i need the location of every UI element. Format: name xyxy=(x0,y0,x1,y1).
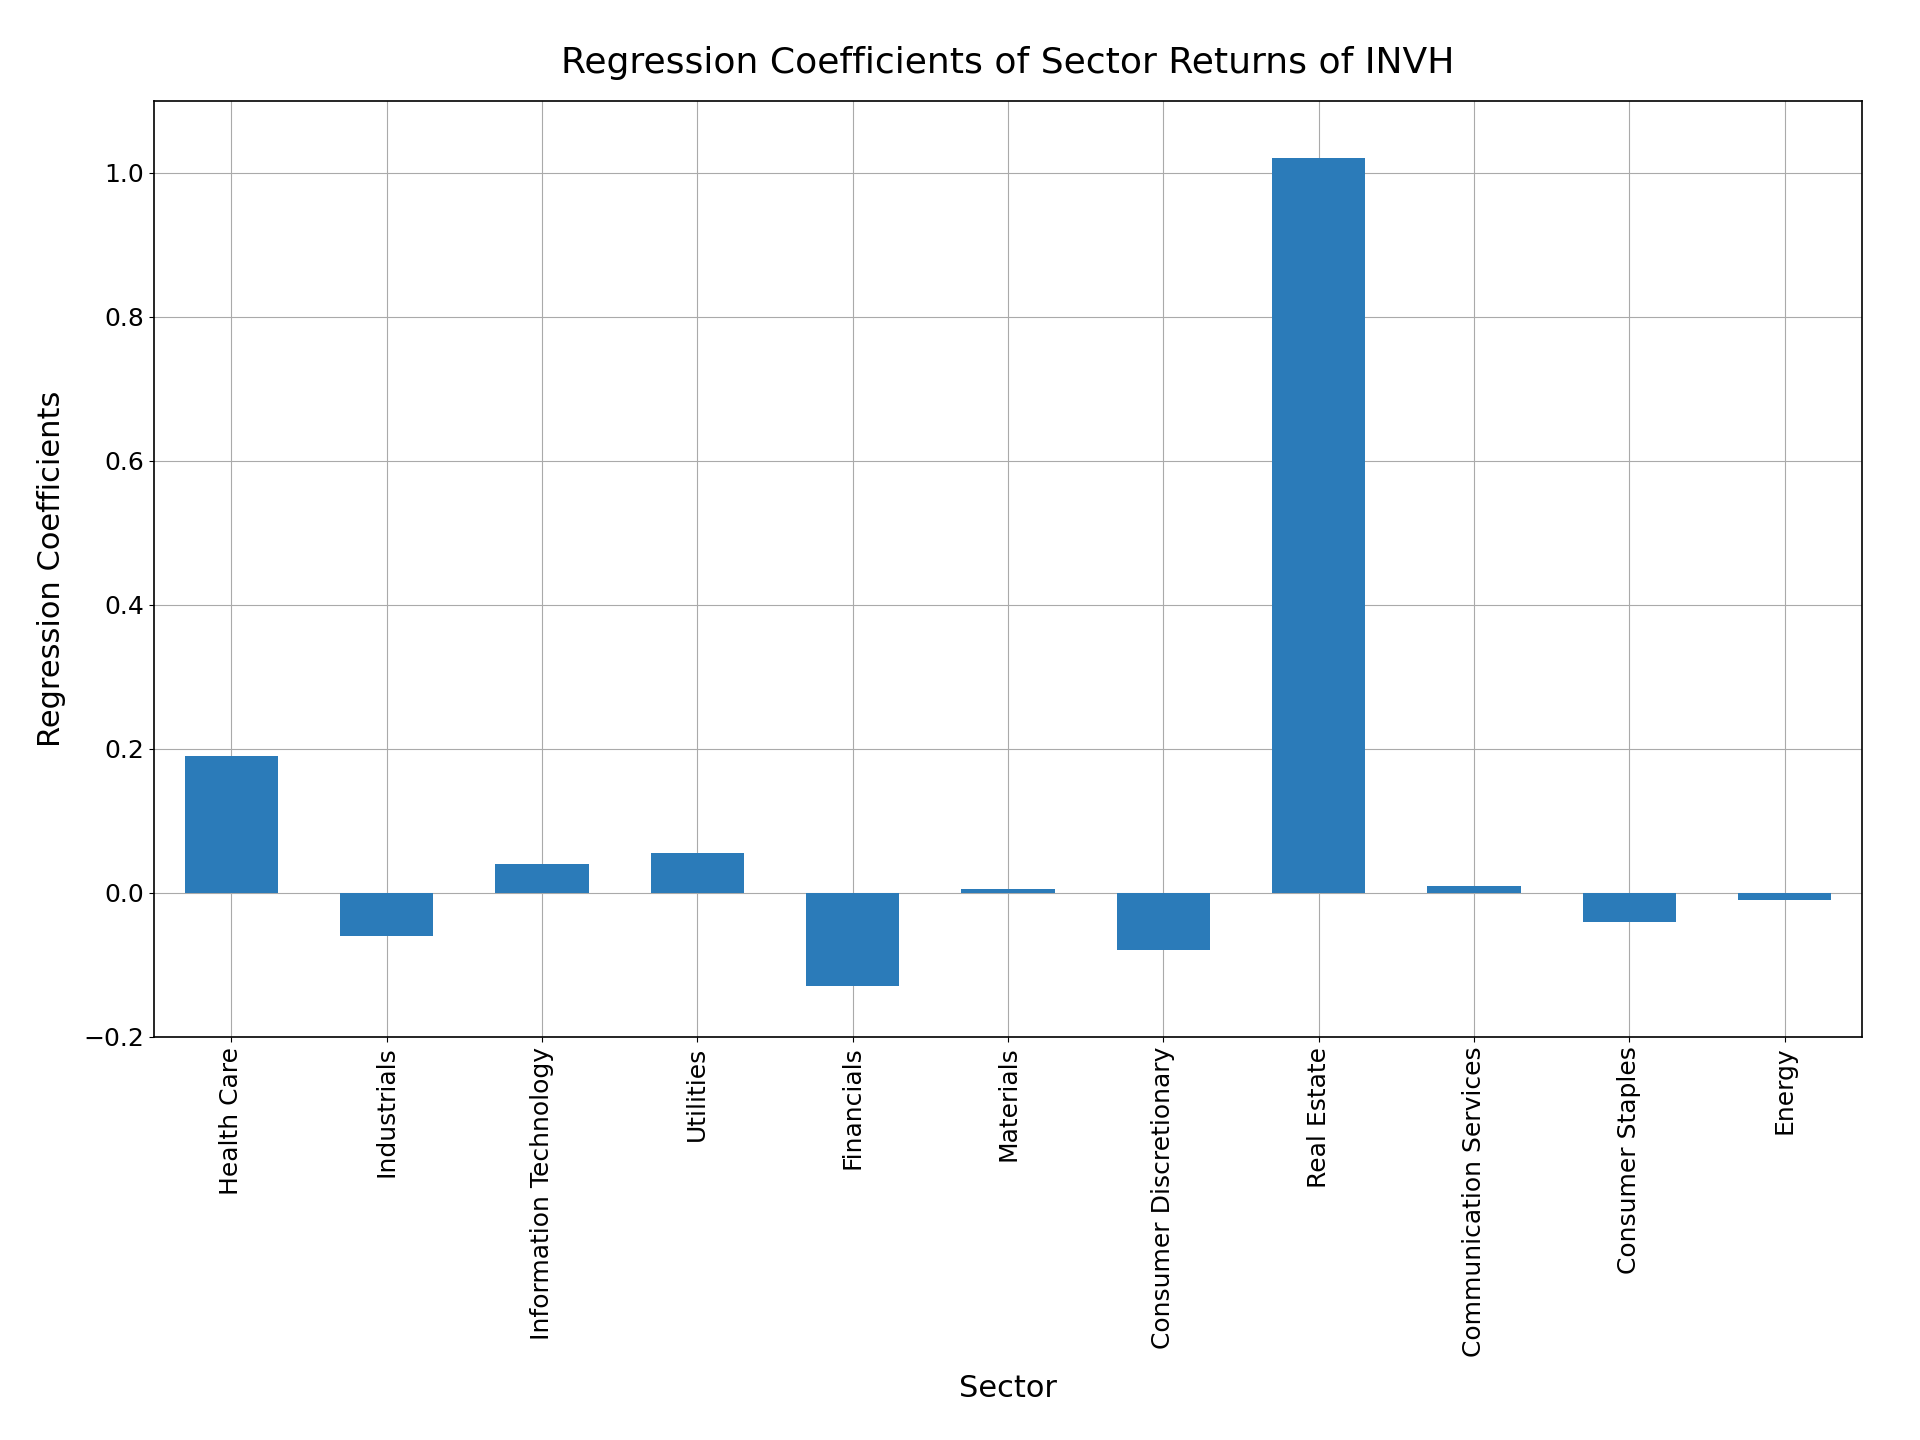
Bar xyxy=(1738,893,1832,900)
Bar xyxy=(962,888,1054,893)
Title: Regression Coefficients of Sector Returns of INVH: Regression Coefficients of Sector Return… xyxy=(561,46,1455,81)
Bar xyxy=(1582,893,1676,922)
Bar xyxy=(1273,158,1365,893)
Bar xyxy=(340,893,434,936)
X-axis label: Sector: Sector xyxy=(958,1374,1058,1403)
Bar xyxy=(651,852,743,893)
Bar xyxy=(184,756,278,893)
Bar xyxy=(1117,893,1210,950)
Bar xyxy=(1427,886,1521,893)
Y-axis label: Regression Coefficients: Regression Coefficients xyxy=(36,390,67,747)
Bar xyxy=(495,864,589,893)
Bar xyxy=(806,893,899,986)
